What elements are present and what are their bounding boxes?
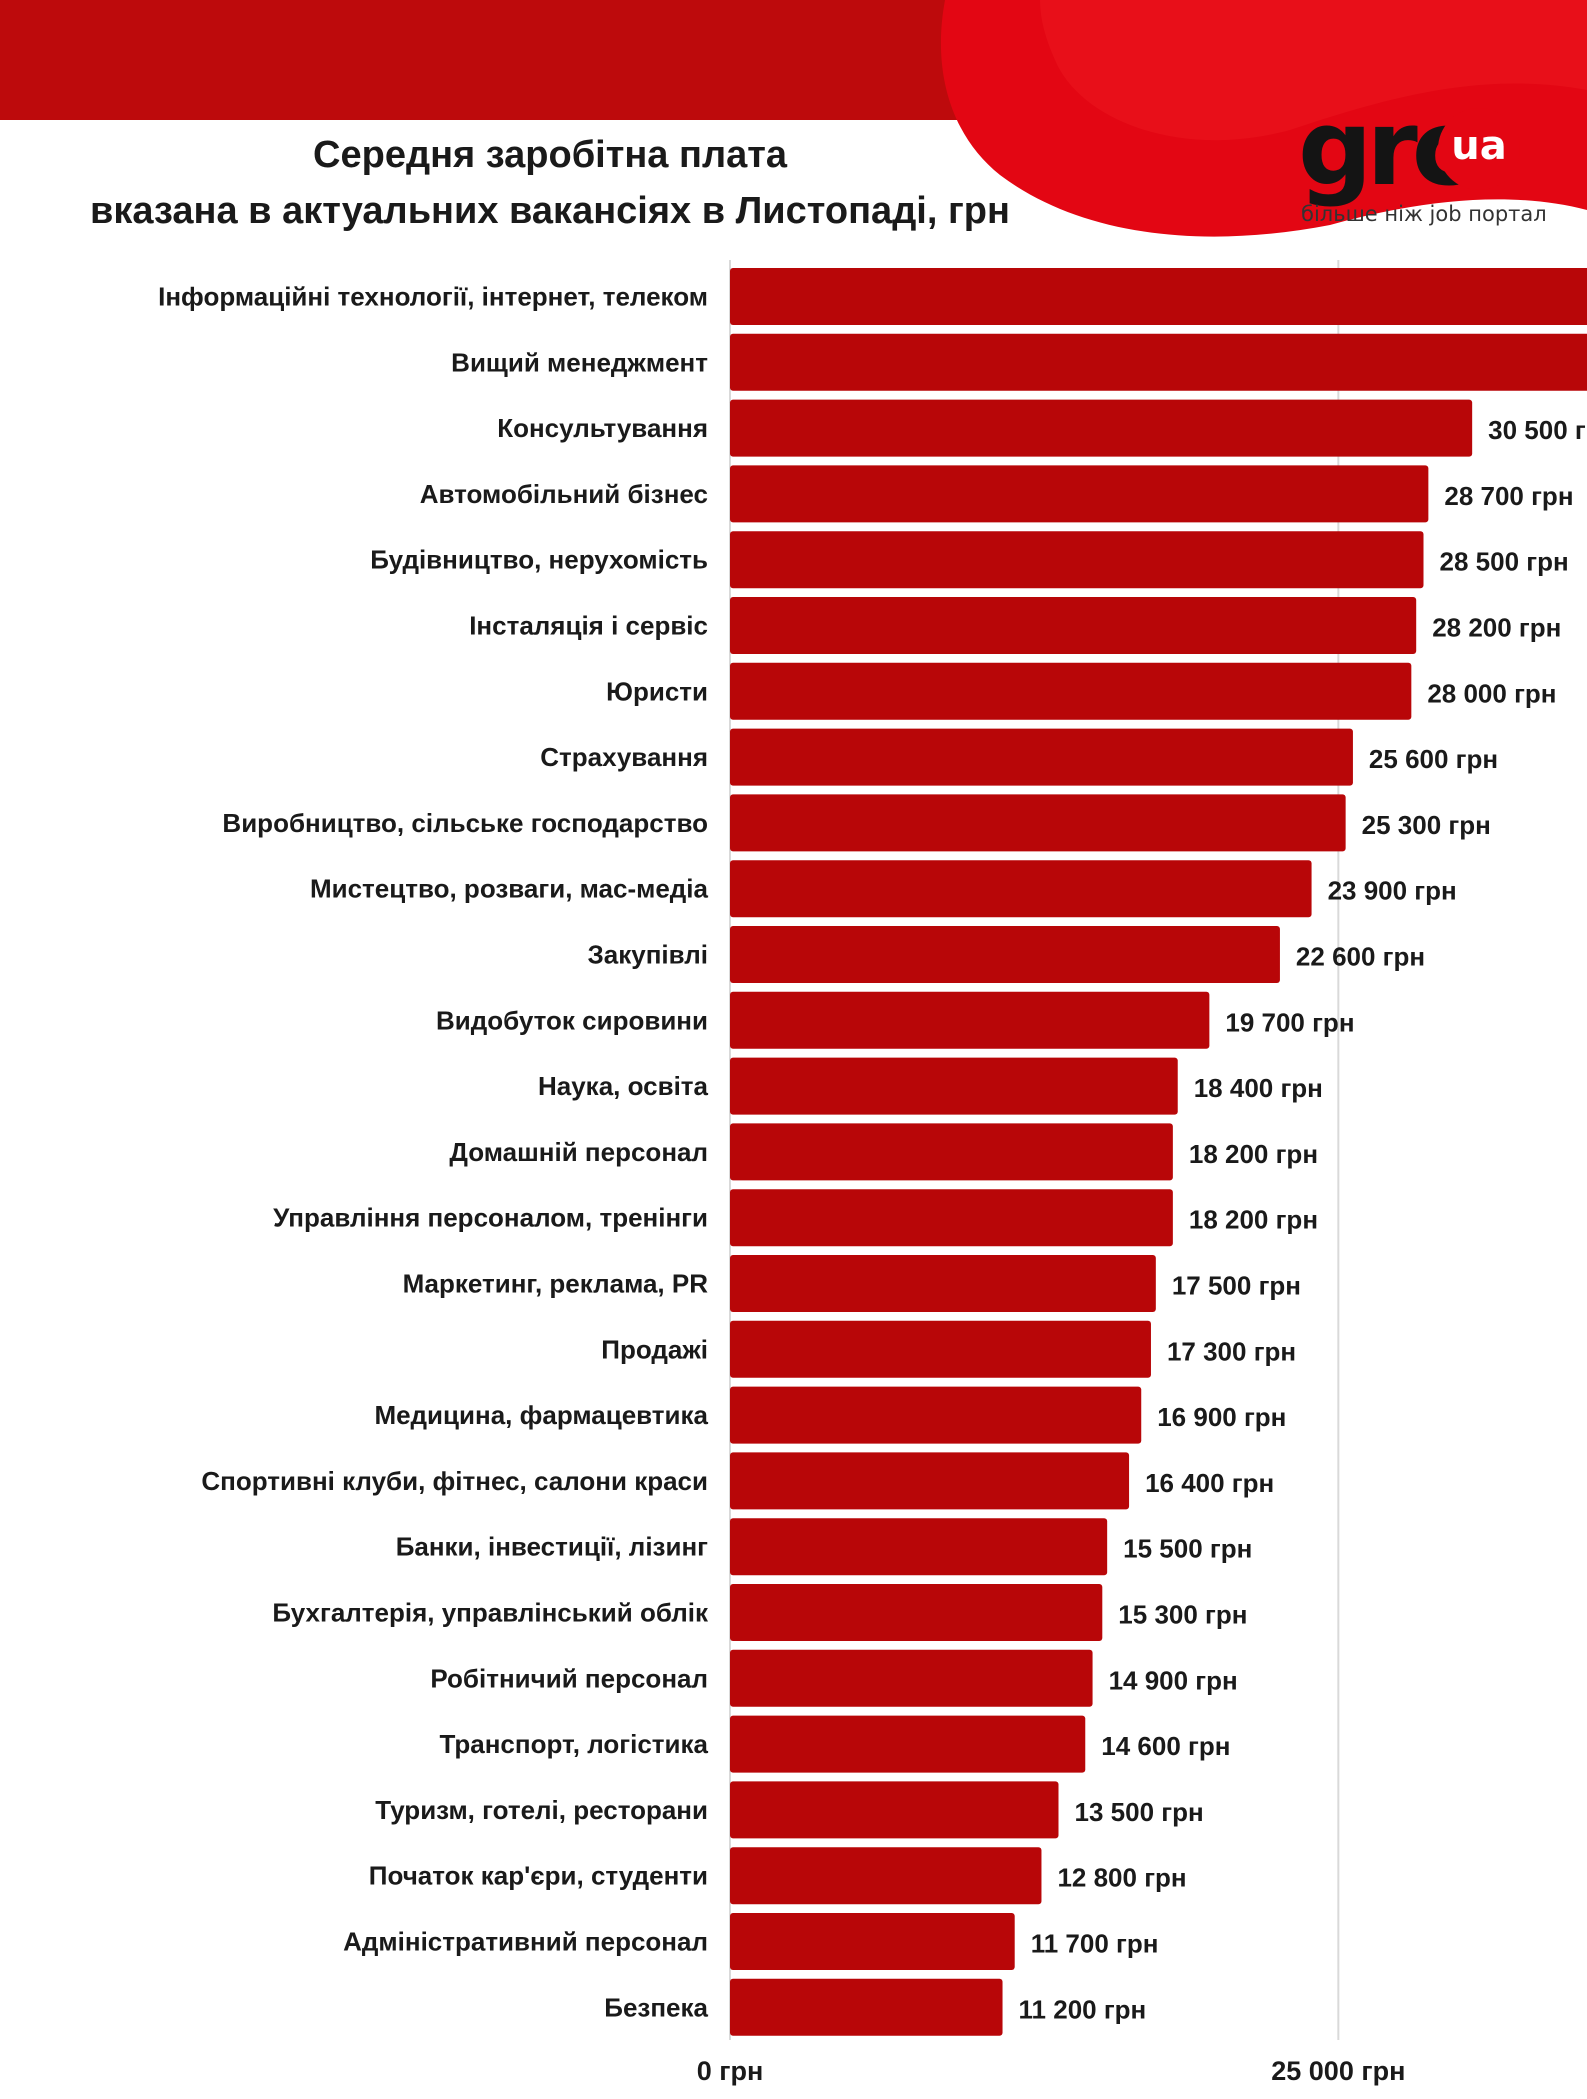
logo-tagline: більше ніж job портал [1301, 202, 1547, 226]
value-label: 28 000 грн [1427, 678, 1556, 708]
bar [730, 1123, 1173, 1181]
bar [730, 1978, 1003, 2036]
bar [730, 1715, 1086, 1773]
value-label: 30 500 грн [1488, 415, 1587, 445]
category-label: Закупівлі [587, 940, 708, 970]
bar [730, 531, 1424, 589]
value-label: 18 200 грн [1189, 1139, 1318, 1169]
bar [730, 1847, 1042, 1905]
value-label: 28 500 грн [1440, 547, 1569, 577]
category-label: Медицина, фармацевтика [374, 1400, 708, 1430]
value-label: 17 500 грн [1172, 1271, 1301, 1301]
value-label: 19 700 грн [1225, 1007, 1354, 1037]
category-label: Інформаційні технології, інтернет, телек… [158, 282, 708, 312]
value-label: 18 400 грн [1194, 1073, 1323, 1103]
value-label: 11 200 грн [1019, 1994, 1147, 2024]
bar [730, 1189, 1173, 1247]
bar [730, 597, 1417, 654]
category-label: Безпека [604, 1992, 708, 2022]
category-label: Автомобільний бізнес [420, 479, 708, 509]
category-label: Домашній персонал [449, 1137, 708, 1167]
category-label: Бухгалтерія, управлінський облік [272, 1598, 709, 1628]
bar [730, 1452, 1130, 1510]
bar [730, 399, 1473, 457]
category-label: Транспорт, логістика [439, 1729, 708, 1759]
bar [730, 1518, 1108, 1576]
logo-badge: ua [1438, 108, 1520, 190]
category-label: Управління персоналом, тренінги [273, 1203, 708, 1233]
x-tick-label: 25 000 грн [1271, 2056, 1405, 2086]
category-label: Наука, освіта [538, 1071, 709, 1101]
bar [730, 1649, 1093, 1707]
bar [730, 728, 1353, 786]
category-label: Страхування [540, 742, 708, 772]
category-label: Продажі [601, 1334, 708, 1364]
value-label: 25 600 грн [1369, 744, 1498, 774]
bar [730, 1584, 1103, 1641]
chart-title-line-2: вказана в актуальних вакансіях в Листопа… [90, 190, 1010, 232]
category-label: Початок кар'єри, студенти [369, 1861, 708, 1891]
value-label: 14 900 грн [1109, 1665, 1238, 1695]
value-label: 16 400 грн [1145, 1468, 1274, 1498]
value-label: 28 200 грн [1432, 613, 1561, 643]
category-label: Адміністративний персонал [343, 1927, 708, 1957]
bar [730, 1255, 1156, 1312]
bar [730, 1781, 1059, 1839]
value-label: 23 900 грн [1328, 876, 1457, 906]
value-label: 11 700 грн [1031, 1929, 1159, 1959]
category-label: Юристи [606, 676, 708, 706]
bar [730, 860, 1312, 918]
category-label: Консультування [497, 413, 708, 443]
x-tick-label: 0 грн [697, 2056, 764, 2086]
bar [730, 1057, 1178, 1115]
bar [730, 465, 1429, 523]
category-label: Видобуток сировини [436, 1005, 708, 1035]
bar [730, 1913, 1015, 1970]
category-label: Маркетинг, реклама, PR [403, 1269, 709, 1299]
bar [730, 268, 1587, 325]
bar [730, 1320, 1151, 1378]
value-label: 22 600 грн [1296, 942, 1425, 972]
value-label: 15 500 грн [1123, 1534, 1252, 1564]
bar [730, 333, 1587, 391]
category-label: Туризм, готелі, ресторани [375, 1795, 708, 1825]
value-label: 16 900 грн [1157, 1402, 1286, 1432]
value-label: 17 300 грн [1167, 1336, 1296, 1366]
value-label: 28 700 грн [1444, 481, 1573, 511]
value-label: 15 300 грн [1118, 1600, 1247, 1630]
value-label: 13 500 грн [1075, 1797, 1204, 1827]
category-label: Інсталяція і сервіс [469, 611, 708, 641]
category-label: Банки, інвестиції, лізинг [396, 1532, 708, 1562]
category-label: Виробництво, сільське господарство [222, 808, 708, 838]
category-label: Спортивні клуби, фітнес, салони краси [201, 1466, 708, 1496]
chart-title-line-1: Середня заробітна плата [313, 134, 787, 176]
value-label: 12 800 грн [1057, 1863, 1186, 1893]
value-label: 25 300 грн [1362, 810, 1491, 840]
category-label: Робітничий персонал [430, 1663, 708, 1693]
category-label: Вищий менеджмент [451, 347, 708, 377]
bar [730, 991, 1210, 1049]
value-label: 18 200 грн [1189, 1205, 1318, 1235]
bar [730, 1386, 1142, 1444]
category-label: Мистецтво, розваги, мас-медіа [310, 874, 709, 904]
bar [730, 662, 1412, 720]
category-label: Будівництво, нерухомість [370, 545, 708, 575]
value-label: 14 600 грн [1101, 1731, 1230, 1761]
bar [730, 794, 1346, 852]
bar [730, 926, 1280, 983]
